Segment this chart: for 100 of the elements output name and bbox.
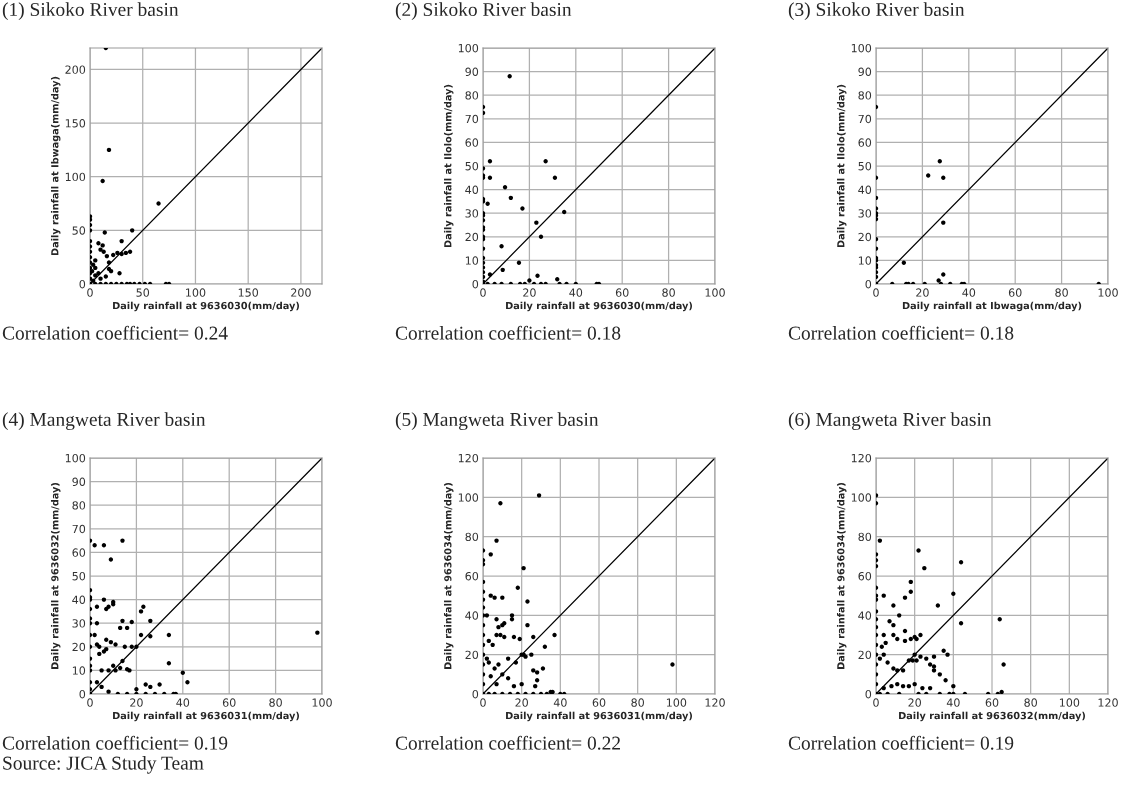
point: [104, 253, 110, 259]
x-tick-label: 20: [916, 288, 929, 297]
x-tick-label: 0: [873, 288, 879, 297]
y-tick-label: 100: [851, 43, 872, 53]
point: [557, 281, 562, 284]
point: [129, 228, 135, 233]
y-tick-label: 60: [465, 571, 479, 581]
point: [508, 195, 514, 201]
point: [937, 159, 942, 164]
point: [499, 244, 504, 249]
source-note: Source: JICA Study Team: [3, 756, 204, 774]
y-tick-label: 80: [465, 91, 479, 100]
y-tick-label: 0: [79, 689, 86, 699]
point: [96, 271, 101, 276]
x-tick-label: 100: [1059, 698, 1080, 707]
x-tick-label: 40: [176, 698, 190, 707]
point: [555, 277, 560, 282]
chart-title: (5) Mangweta River basin: [395, 412, 599, 430]
y-tick-label: 20: [858, 232, 872, 242]
text: Correlation coefficient= 0.24: [2, 325, 228, 340]
point: [101, 249, 106, 255]
y-tick-label: 0: [865, 689, 872, 699]
y-tick-label: 90: [72, 477, 86, 486]
x-tick-label: 60: [592, 698, 606, 707]
point: [926, 173, 931, 178]
point: [102, 230, 107, 235]
y-axis-title: Daily rainfall at 9636034(mm/day): [443, 483, 454, 669]
text: Correlation coefficient= 0.19: [2, 735, 228, 750]
y-tick-label: 120: [458, 453, 479, 463]
x-tick-label: 100: [186, 288, 206, 297]
y-axis-title: Daily rainfall at 9636032(mm/day): [50, 483, 61, 669]
y-tick-label: 40: [858, 185, 872, 194]
y-axis-title: Daily rainfall at Ibwaga(mm/day): [50, 76, 61, 256]
point: [100, 243, 105, 248]
x-tick-label: 60: [222, 698, 236, 707]
x-tick-label: 80: [631, 698, 644, 707]
text: Correlation coefficient= 0.18: [788, 325, 1014, 340]
y-tick-label: 80: [72, 501, 86, 510]
y-tick-label: 60: [72, 548, 86, 557]
point: [98, 247, 103, 252]
x-tick-label: 20: [515, 698, 528, 707]
x-tick-label: 20: [130, 698, 143, 707]
y-tick-label: 80: [465, 532, 479, 542]
y-tick-label: 40: [465, 611, 479, 620]
y-tick-label: 100: [65, 453, 86, 463]
point: [103, 274, 109, 279]
point: [93, 258, 98, 263]
y-tick-label: 90: [858, 67, 872, 76]
y-tick-label: 50: [72, 226, 86, 235]
point: [564, 281, 569, 284]
x-tick-label: 40: [946, 698, 960, 707]
x-axis-title: Daily rainfall at Ibwaga(mm/day): [902, 301, 1082, 312]
y-tick-label: 50: [72, 571, 86, 581]
chart-title: (2) Sikoko River basin: [395, 2, 572, 20]
x-tick-label: 100: [1098, 288, 1118, 297]
point: [562, 209, 567, 215]
x-tick-label: 150: [238, 288, 259, 297]
x-axis-title: Daily rainfall at 9636031(mm/day): [113, 711, 299, 722]
x-tick-label: 120: [705, 698, 725, 707]
y-tick-label: 0: [472, 279, 479, 289]
x-tick-label: 100: [705, 288, 725, 297]
point: [100, 178, 105, 184]
point: [538, 234, 544, 239]
x-tick-label: 200: [291, 288, 311, 297]
point: [901, 260, 907, 265]
x-tick-label: 80: [1024, 698, 1037, 707]
point: [520, 206, 525, 211]
y-tick-label: 40: [465, 185, 479, 194]
point: [543, 159, 548, 164]
point: [117, 271, 122, 276]
y-axis-title: Daily rainfall at Ilolo(mm/day): [443, 84, 454, 248]
point: [499, 281, 504, 284]
point: [552, 175, 558, 180]
chart-title: (3) Sikoko River basin: [788, 2, 965, 20]
y-tick-label: 120: [851, 453, 872, 463]
y-tick-label: 30: [858, 209, 872, 218]
y-tick-label: 100: [65, 172, 86, 182]
y-tick-label: 20: [465, 650, 479, 660]
y-tick-label: 100: [458, 43, 479, 53]
y-tick-label: 20: [72, 642, 86, 652]
y-tick-label: 80: [858, 91, 872, 100]
y-tick-label: 0: [865, 279, 872, 289]
point: [106, 260, 112, 265]
y-tick-label: 10: [72, 666, 86, 675]
y-tick-label: 70: [858, 114, 872, 124]
point: [98, 276, 103, 281]
point: [119, 238, 124, 244]
x-tick-label: 80: [269, 698, 282, 707]
point: [527, 278, 532, 283]
point: [93, 265, 98, 271]
point: [93, 273, 98, 278]
point: [516, 260, 522, 265]
point: [111, 252, 116, 258]
x-tick-label: 0: [480, 698, 486, 707]
x-axis-title: Daily rainfall at 9636030(mm/day): [113, 301, 299, 312]
x-tick-label: 0: [87, 698, 93, 707]
x-axis-title: Daily rainfall at 9636031(mm/day): [506, 711, 692, 722]
x-tick-label: 60: [1008, 288, 1022, 297]
point: [90, 244, 93, 249]
point: [485, 201, 490, 206]
